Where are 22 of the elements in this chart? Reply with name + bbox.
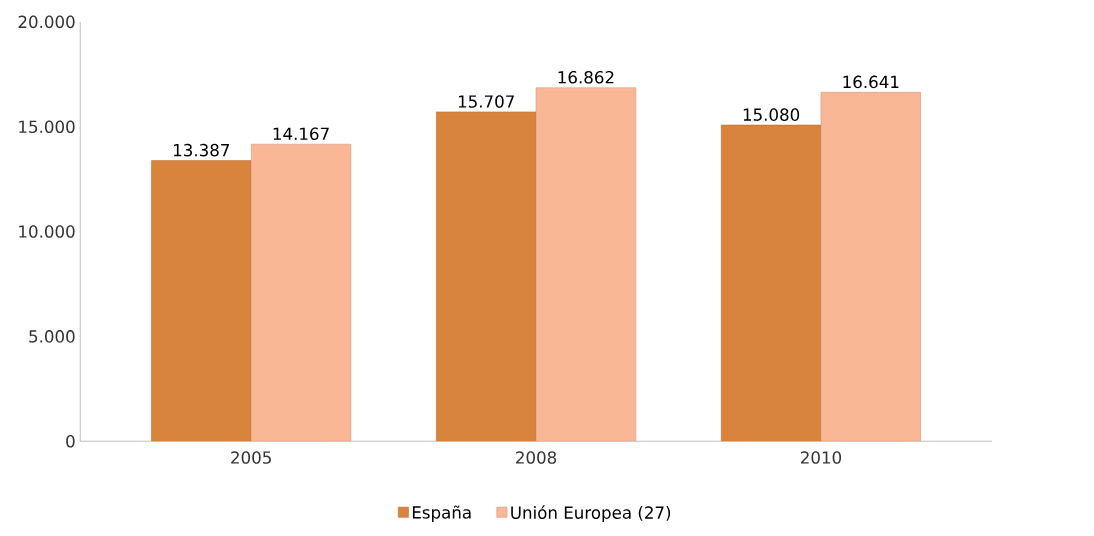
legend-label: Unión Europea (27) xyxy=(511,505,671,523)
data-label: 15.707 xyxy=(458,95,514,108)
bar xyxy=(436,111,537,442)
bar xyxy=(535,87,637,442)
legend-label: España xyxy=(412,505,471,522)
y-tick-label: 0 xyxy=(66,434,75,448)
data-label: 14.167 xyxy=(273,127,329,141)
y-tick-label: 20.000 xyxy=(18,15,75,29)
x-tick-label: 2005 xyxy=(231,451,271,464)
y-tick-label: 5.000 xyxy=(29,330,75,343)
data-label: 16.641 xyxy=(843,75,899,89)
x-tick-label: 2010 xyxy=(800,451,842,464)
data-label: 15.080 xyxy=(743,108,800,121)
bar xyxy=(250,143,352,442)
y-tick-label: 15.000 xyxy=(19,120,75,133)
bar xyxy=(820,92,921,442)
bar xyxy=(151,160,252,442)
data-label: 13.387 xyxy=(174,143,230,157)
x-tick-label: 2008 xyxy=(516,451,557,464)
bar xyxy=(720,124,822,442)
data-label: 16.862 xyxy=(558,70,614,84)
y-tick-label: 10.000 xyxy=(19,225,75,238)
